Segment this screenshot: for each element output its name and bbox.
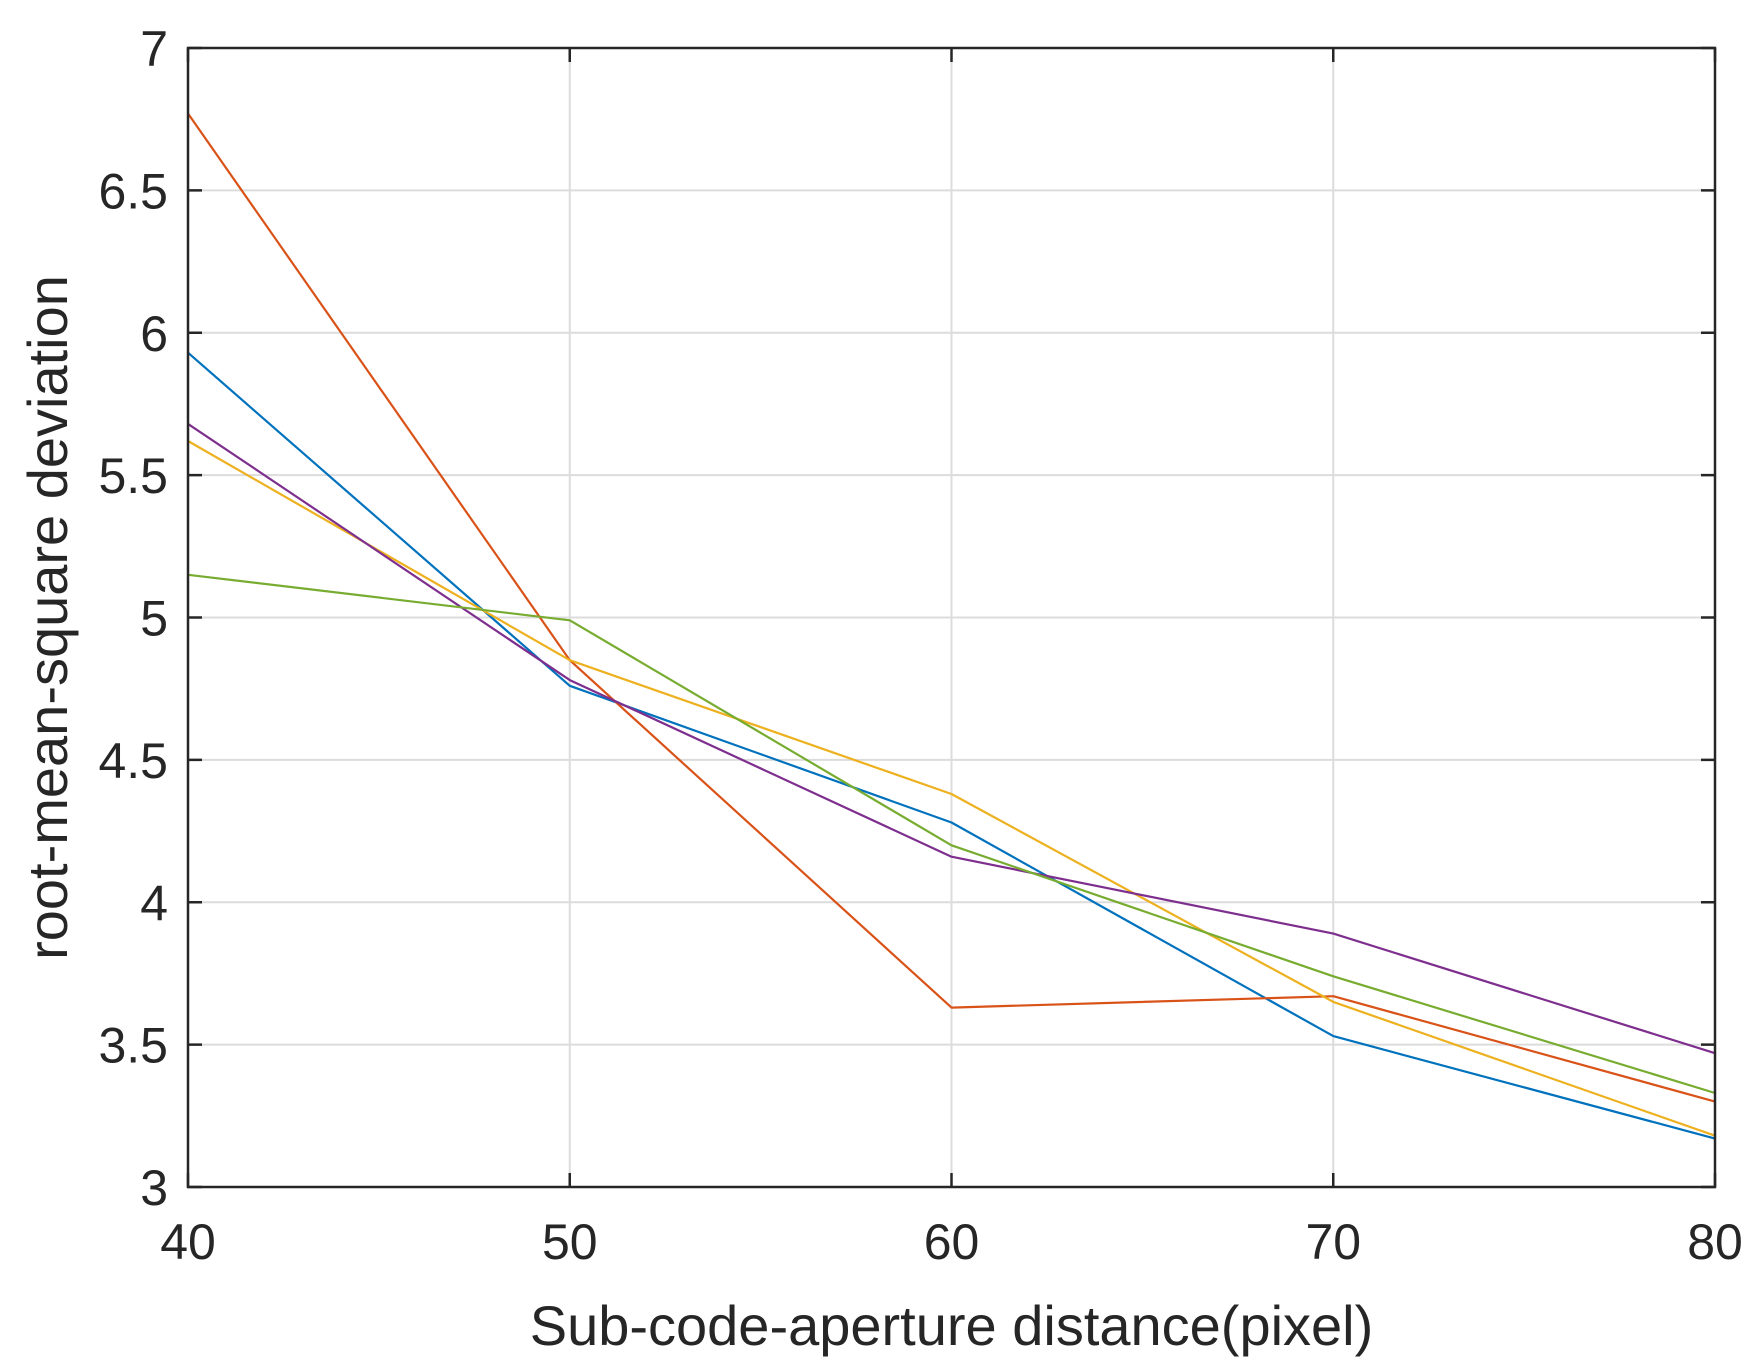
y-tick-label: 6	[140, 306, 168, 362]
line-series-3	[187, 440, 1716, 1137]
y-tick-label: 4.5	[98, 733, 168, 789]
x-axis-label: Sub-code-aperture distance(pixel)	[530, 1294, 1374, 1357]
x-tick-label: 70	[1305, 1214, 1361, 1270]
y-tick-label: 3.5	[98, 1018, 168, 1074]
line-series-2	[187, 112, 1716, 1103]
y-tick-label: 5.5	[98, 448, 168, 504]
x-tick-labels: 40 50 60 70 80	[160, 1214, 1743, 1270]
y-tick-label: 4	[140, 875, 168, 931]
y-tick-label: 5	[140, 591, 168, 647]
x-tick-label: 40	[160, 1214, 216, 1270]
tick-marks	[186, 46, 1717, 1189]
x-tick-label: 80	[1687, 1214, 1743, 1270]
x-tick-label: 50	[542, 1214, 598, 1270]
line-series-4	[187, 422, 1716, 1055]
series-lines	[187, 112, 1716, 1140]
y-tick-label: 7	[140, 21, 168, 77]
x-tick-label: 60	[924, 1214, 980, 1270]
line-series-5	[187, 573, 1716, 1095]
line-series-1	[187, 351, 1716, 1140]
y-tick-labels: 3 3.5 4 4.5 5 5.5 6 6.5 7	[98, 21, 168, 1216]
grid	[188, 48, 1715, 1187]
y-tick-label: 3	[140, 1160, 168, 1216]
y-tick-label: 6.5	[98, 163, 168, 219]
y-axis-label: root-mean-square deviation	[16, 275, 79, 960]
